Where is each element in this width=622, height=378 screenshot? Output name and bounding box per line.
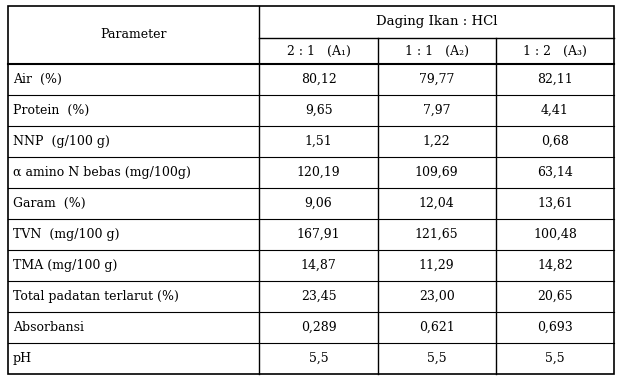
Text: 9,06: 9,06 bbox=[305, 197, 332, 210]
Text: 20,65: 20,65 bbox=[537, 290, 573, 303]
Text: 0,68: 0,68 bbox=[541, 135, 569, 148]
Text: 9,65: 9,65 bbox=[305, 104, 332, 117]
Text: 100,48: 100,48 bbox=[533, 228, 577, 241]
Text: Parameter: Parameter bbox=[101, 28, 167, 42]
Text: 5,5: 5,5 bbox=[309, 352, 328, 365]
Text: 79,77: 79,77 bbox=[419, 73, 455, 86]
Text: 109,69: 109,69 bbox=[415, 166, 458, 179]
Text: TMA (mg/100 g): TMA (mg/100 g) bbox=[13, 259, 118, 272]
Text: 23,45: 23,45 bbox=[301, 290, 337, 303]
Text: 13,61: 13,61 bbox=[537, 197, 573, 210]
Text: 4,41: 4,41 bbox=[541, 104, 569, 117]
Text: 0,621: 0,621 bbox=[419, 321, 455, 334]
Text: 120,19: 120,19 bbox=[297, 166, 340, 179]
Text: 14,87: 14,87 bbox=[300, 259, 337, 272]
Text: Protein  (%): Protein (%) bbox=[13, 104, 89, 117]
Text: 167,91: 167,91 bbox=[297, 228, 340, 241]
Text: 80,12: 80,12 bbox=[300, 73, 337, 86]
Text: pH: pH bbox=[13, 352, 32, 365]
Text: Absorbansi: Absorbansi bbox=[13, 321, 84, 334]
Text: Garam  (%): Garam (%) bbox=[13, 197, 86, 210]
Text: 82,11: 82,11 bbox=[537, 73, 573, 86]
Text: Total padatan terlarut (%): Total padatan terlarut (%) bbox=[13, 290, 179, 303]
Text: Air  (%): Air (%) bbox=[13, 73, 62, 86]
Text: 1 : 2   (A₃): 1 : 2 (A₃) bbox=[523, 45, 587, 57]
Text: α amino N bebas (mg/100g): α amino N bebas (mg/100g) bbox=[13, 166, 191, 179]
Text: 2 : 1   (A₁): 2 : 1 (A₁) bbox=[287, 45, 351, 57]
Text: 1 : 1   (A₂): 1 : 1 (A₂) bbox=[405, 45, 469, 57]
Text: 12,04: 12,04 bbox=[419, 197, 455, 210]
Text: 63,14: 63,14 bbox=[537, 166, 573, 179]
Text: 1,51: 1,51 bbox=[305, 135, 332, 148]
Text: NNP  (g/100 g): NNP (g/100 g) bbox=[13, 135, 110, 148]
Text: 5,5: 5,5 bbox=[427, 352, 447, 365]
Text: TVN  (mg/100 g): TVN (mg/100 g) bbox=[13, 228, 119, 241]
Text: 121,65: 121,65 bbox=[415, 228, 458, 241]
Text: 11,29: 11,29 bbox=[419, 259, 455, 272]
Text: 0,289: 0,289 bbox=[301, 321, 337, 334]
Text: Daging Ikan : HCl: Daging Ikan : HCl bbox=[376, 15, 498, 28]
Text: 0,693: 0,693 bbox=[537, 321, 573, 334]
Text: 1,22: 1,22 bbox=[423, 135, 450, 148]
Text: 7,97: 7,97 bbox=[423, 104, 450, 117]
Text: 23,00: 23,00 bbox=[419, 290, 455, 303]
Text: 5,5: 5,5 bbox=[545, 352, 565, 365]
Text: 14,82: 14,82 bbox=[537, 259, 573, 272]
